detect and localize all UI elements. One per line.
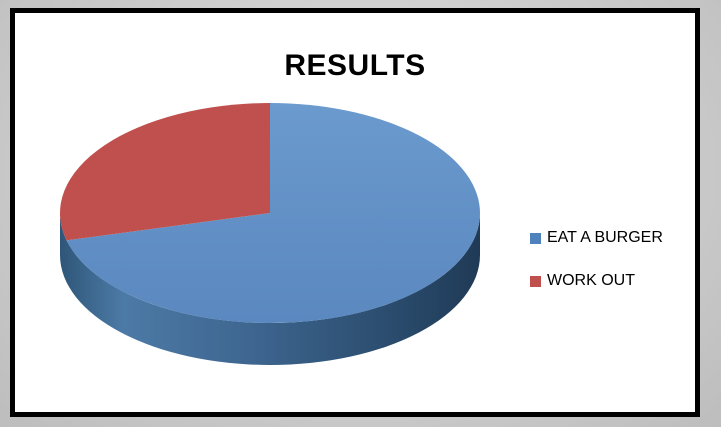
legend-swatch-eat-a-burger [530, 232, 541, 244]
pie-chart [59, 102, 480, 365]
legend-label-eat-a-burger: EAT A BURGER [547, 229, 663, 246]
pie-slice-side-eat-a-burger [60, 213, 480, 365]
chart-frame: RESULTS EAT A BURGER WORK OUT [10, 8, 700, 417]
pie-slice-work-out [59, 102, 271, 241]
legend-label-work-out: WORK OUT [547, 272, 635, 289]
legend-item-eat-a-burger: EAT A BURGER [530, 227, 663, 249]
legend-item-work-out: WORK OUT [530, 270, 663, 292]
legend: EAT A BURGER WORK OUT [530, 227, 663, 313]
pie-slice-eat-a-burger [66, 103, 480, 323]
chart-title: RESULTS [284, 49, 426, 82]
legend-swatch-work-out [530, 275, 541, 287]
